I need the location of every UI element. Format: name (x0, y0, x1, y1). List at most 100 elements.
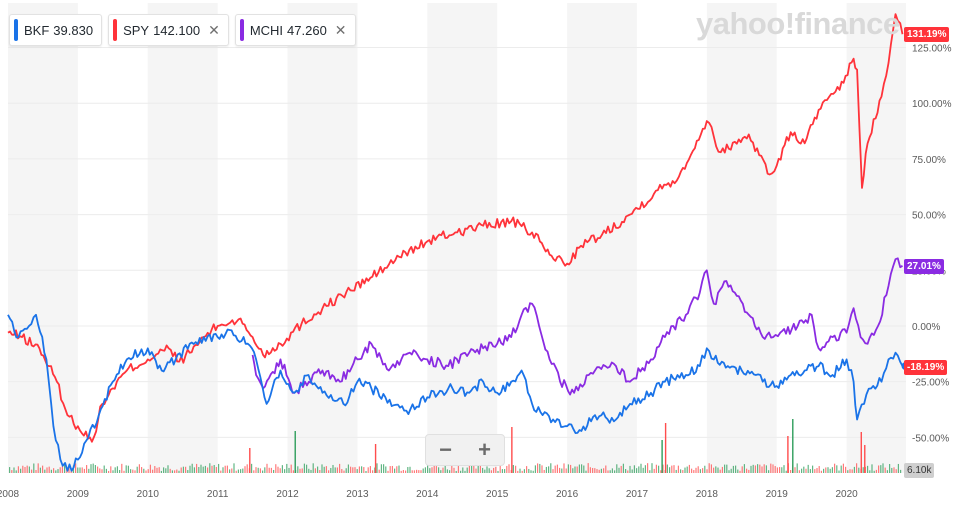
volume-bar (730, 468, 732, 473)
volume-bar (169, 468, 171, 473)
volume-bar (693, 470, 695, 473)
volume-bar (757, 464, 759, 473)
volume-bar (673, 465, 675, 473)
volume-spike-bar (664, 423, 667, 473)
y-tick-label: 0.00% (912, 322, 940, 333)
volume-bar (515, 465, 517, 473)
mchi-color-bar (239, 19, 244, 41)
x-tick-label: 2018 (696, 489, 719, 500)
volume-bar (147, 469, 149, 473)
volume-bar (644, 465, 646, 473)
volume-bar (156, 467, 158, 473)
volume-bar (119, 469, 121, 473)
y-tick-label: 125.00% (912, 44, 952, 55)
volume-bar (726, 464, 728, 473)
volume-bar (218, 463, 220, 473)
volume-bar (33, 463, 35, 473)
series-line-spy (7, 13, 904, 443)
bkf-symbol: BKF (24, 22, 50, 38)
volume-bar (675, 469, 677, 473)
volume-bar (121, 463, 123, 473)
volume-bar (719, 469, 721, 473)
volume-bar (407, 467, 409, 473)
volume-bar (523, 469, 525, 473)
legend-chip-mchi[interactable]: MCHI 47.260 ✕ (234, 14, 356, 46)
x-tick-label: 2014 (416, 489, 439, 500)
volume-bar (363, 467, 365, 473)
volume-bar (297, 466, 299, 473)
volume-bar (200, 464, 202, 473)
volume-bar (713, 467, 715, 473)
volume-bar (882, 463, 884, 473)
volume-bar (475, 468, 477, 473)
volume-bar (834, 463, 836, 473)
volume-bar (838, 470, 840, 473)
volume-bar (79, 467, 81, 473)
volume-bar (328, 470, 330, 473)
remove-spy-close-icon[interactable]: ✕ (208, 21, 220, 38)
volume-bar (607, 470, 609, 473)
volume-bar (508, 464, 510, 473)
volume-bar (891, 467, 893, 473)
remove-mchi-close-icon[interactable]: ✕ (334, 21, 347, 38)
volume-bar (482, 467, 484, 473)
volume-bar (77, 467, 79, 473)
zoom-out-button[interactable]: − (439, 437, 452, 462)
volume-bar (356, 469, 358, 473)
volume-bar (191, 463, 193, 473)
volume-bar (317, 466, 319, 473)
volume-bar (576, 466, 578, 473)
volume-bar (116, 466, 118, 473)
volume-bar (308, 468, 310, 473)
spy-last-value-badge: 131.19% (904, 26, 950, 42)
volume-bar (86, 465, 88, 473)
volume-spike-bar (374, 444, 377, 473)
volume-bar (706, 469, 708, 473)
volume-bar (816, 468, 818, 473)
volume-bar (149, 464, 151, 473)
volume-bar (858, 467, 860, 473)
volume-bar (754, 465, 756, 473)
volume-bar (521, 470, 523, 473)
volume-bar (171, 470, 173, 473)
volume-bar (391, 465, 393, 473)
volume-bar (427, 463, 429, 473)
volume-bar (266, 463, 268, 473)
legend-chip-spy[interactable]: SPY 142.100 ✕ (108, 14, 229, 46)
volume-bar (314, 468, 316, 473)
volume-bar (112, 470, 114, 473)
volume-bar (134, 470, 136, 473)
legend-chip-bkf[interactable]: BKF 39.830 (9, 14, 103, 46)
volume-bar (319, 470, 321, 473)
zoom-in-button[interactable]: + (478, 437, 491, 462)
volume-bar (75, 463, 77, 473)
volume-bar (878, 465, 880, 473)
volume-bar (312, 463, 314, 473)
volume-bar (638, 466, 640, 473)
volume-bar (310, 469, 312, 473)
volume-bar (528, 468, 530, 473)
volume-bar (220, 470, 222, 473)
year-band (8, 3, 78, 473)
volume-bar (242, 468, 244, 473)
volume-bar (455, 470, 457, 473)
volume-bar (81, 467, 83, 473)
volume-spike-bar (792, 419, 794, 473)
volume-bar (589, 467, 591, 473)
volume-bar (83, 468, 85, 473)
year-band (287, 3, 358, 473)
volume-bar (196, 463, 198, 473)
volume-bar (440, 470, 442, 473)
volume-bar (20, 468, 22, 473)
volume-bar (853, 466, 855, 473)
volume-bar (662, 464, 664, 473)
volume-bar (325, 466, 327, 473)
volume-bar (48, 466, 50, 473)
volume-bar (618, 467, 620, 473)
volume-bar (176, 469, 178, 473)
volume-bar (666, 464, 668, 473)
volume-bar (871, 464, 873, 473)
volume-bar (847, 470, 849, 473)
